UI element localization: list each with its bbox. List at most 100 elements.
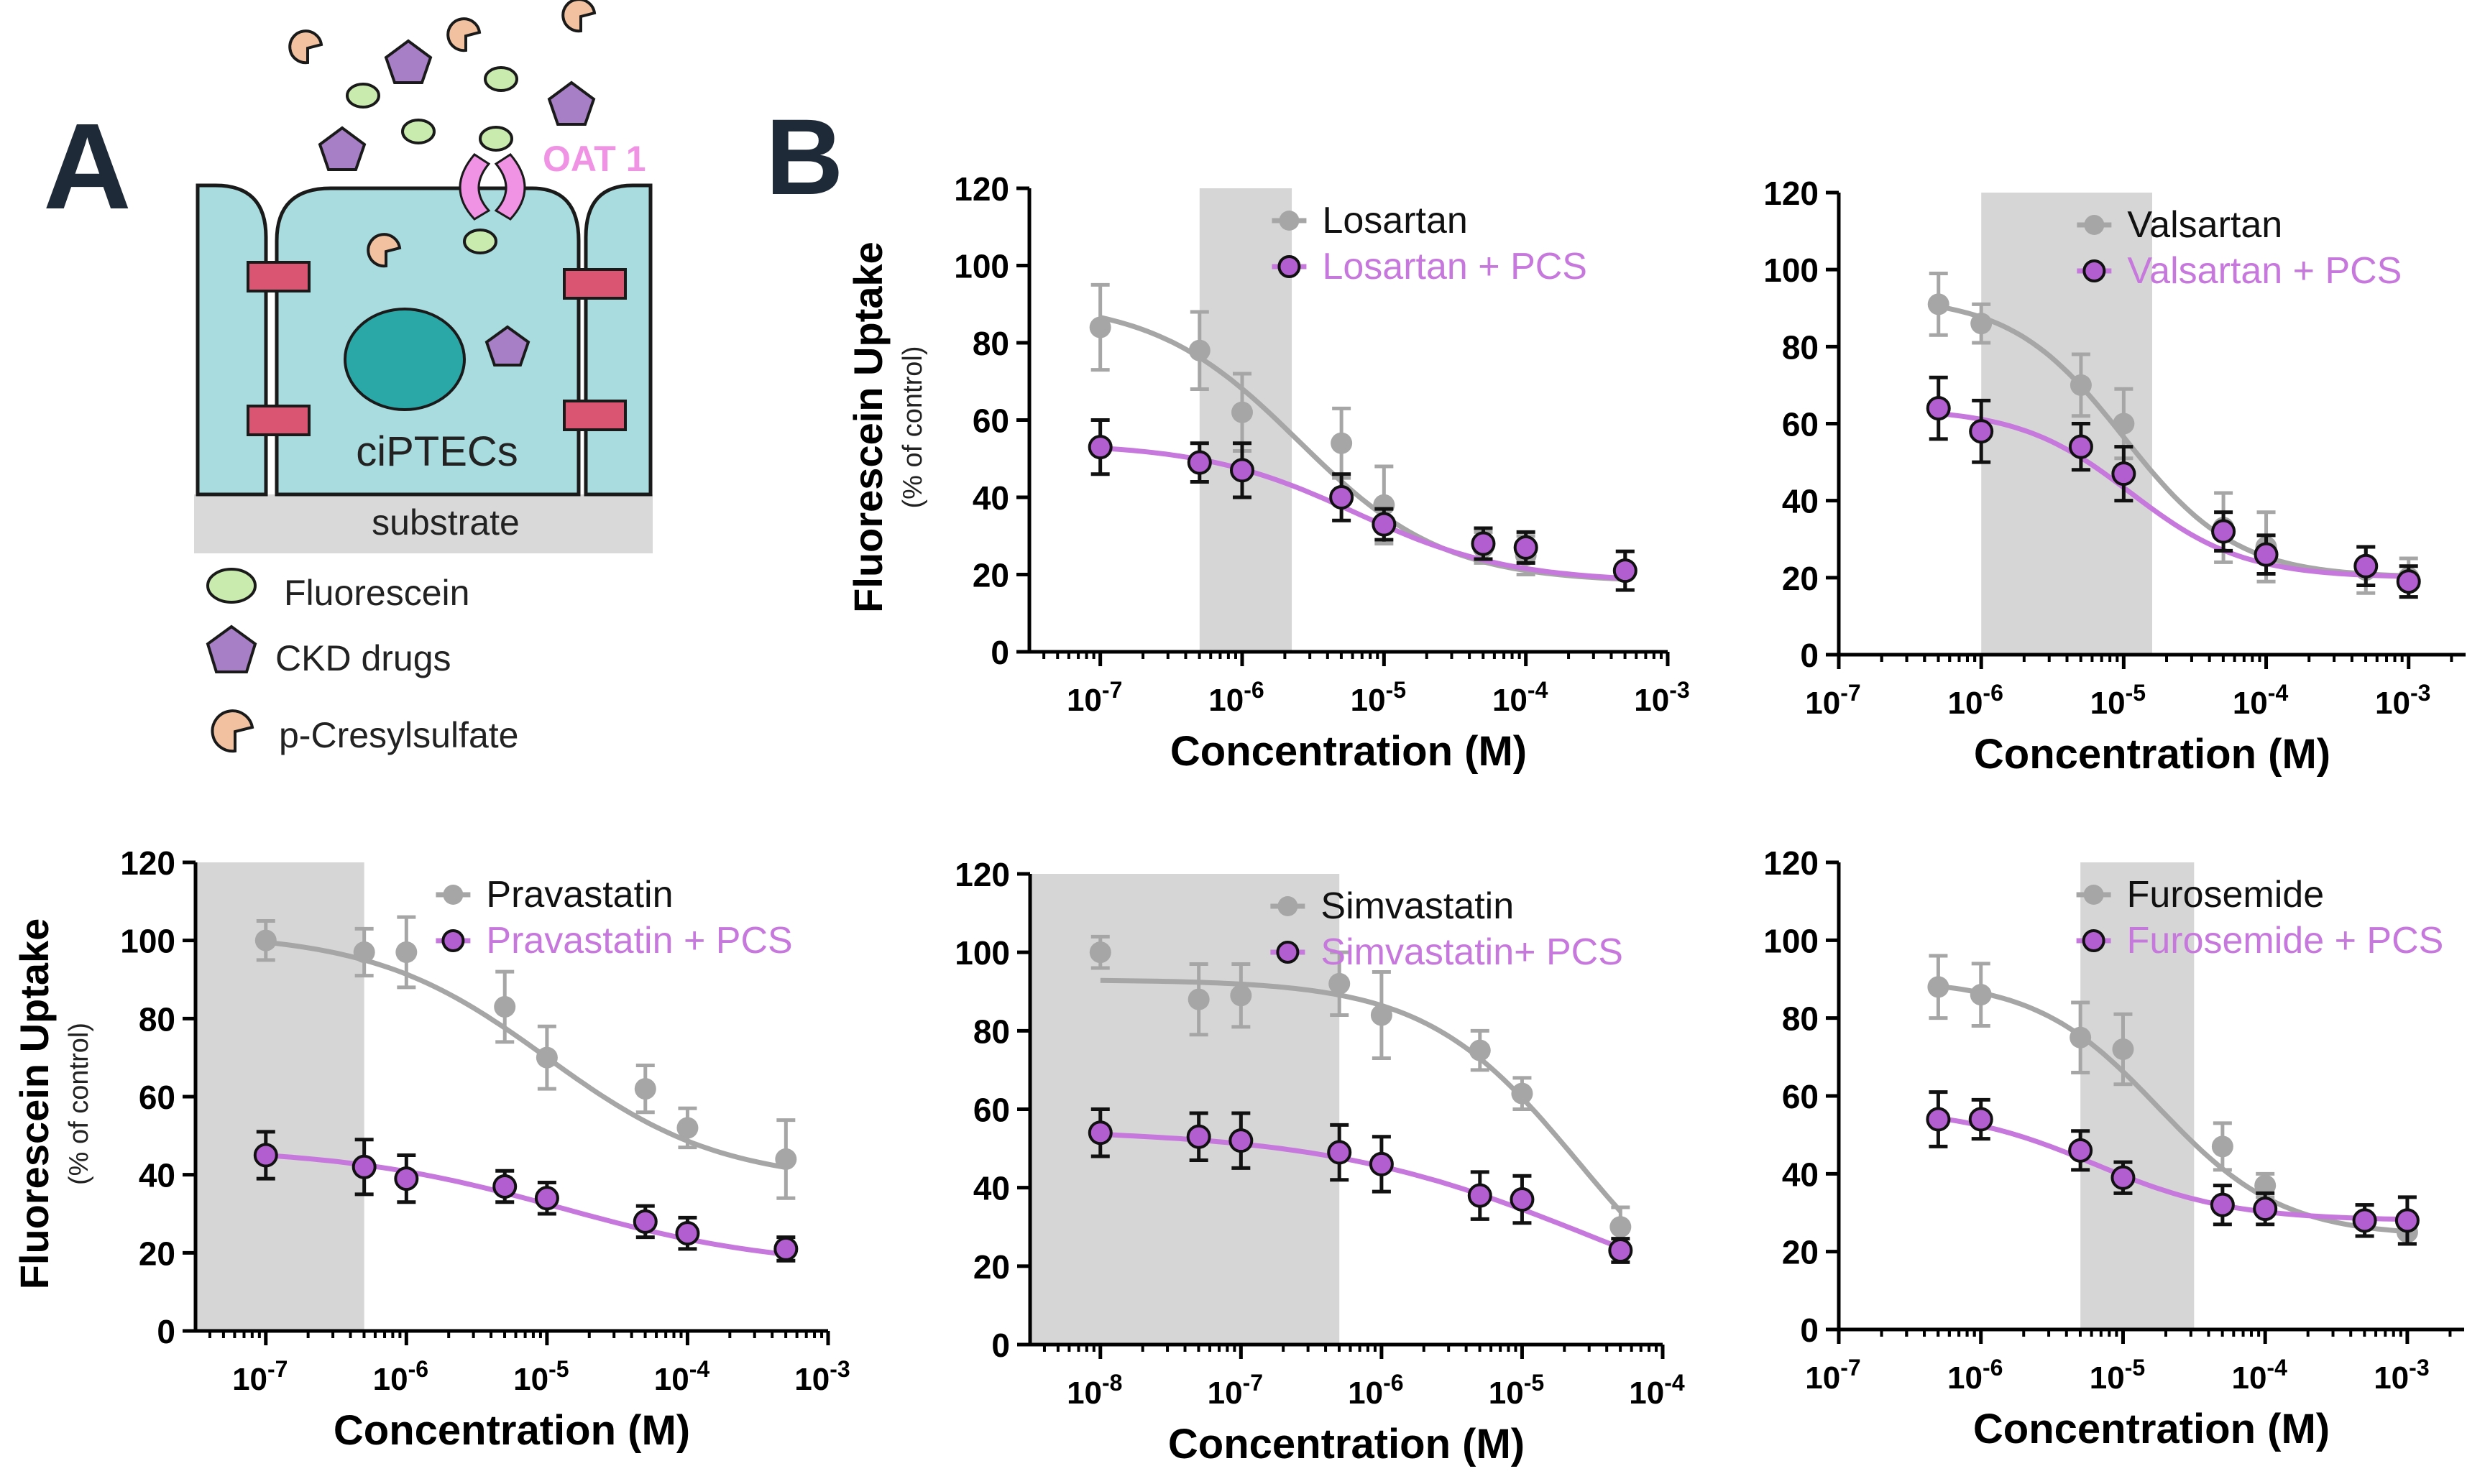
y-tick-label: 0 — [157, 1313, 175, 1350]
x-tick-label: 10-7 — [1805, 680, 1860, 721]
x-axis-title: Concentration (M) — [1974, 731, 2330, 778]
data-point-gray — [1331, 432, 1353, 454]
y-tick-label: 0 — [1800, 637, 1819, 674]
y-tick-label: 120 — [954, 170, 1009, 208]
legend-a-ckd-drugs: CKD drugs — [275, 638, 451, 678]
y-tick-label: 100 — [1763, 922, 1819, 959]
data-point-purple — [2068, 1138, 2093, 1163]
legend-marker — [1276, 941, 1300, 964]
x-tick-label: 10-4 — [1492, 677, 1548, 718]
fluorescein-icon — [479, 126, 513, 152]
data-point-gray — [1970, 984, 1992, 1006]
y-tick-label: 120 — [120, 844, 175, 882]
data-point-gray — [2254, 1174, 2277, 1197]
data-point-gray — [1511, 1082, 1533, 1105]
legend-marker — [1277, 896, 1298, 916]
oat1-transporter-icon — [459, 153, 526, 221]
y-tick-label: 60 — [973, 1092, 1010, 1129]
fluorescein-icon — [484, 66, 518, 92]
chart-simvastatin: 0 20 40 60 80 100 120 10-8 10-7 10-6 10-5 10-4 Conce… — [955, 856, 1685, 1467]
x-tick-label: 10-7 — [232, 1356, 288, 1397]
y-tick-label: 40 — [973, 1170, 1010, 1207]
data-point-gray — [1231, 401, 1253, 423]
legend-marker — [443, 885, 464, 905]
y-axis-title: Fluorescein Uptake — [12, 918, 57, 1290]
data-point-purple — [1467, 1183, 1492, 1208]
cell-label: ciPTECs — [356, 428, 518, 475]
chart-pravastatin: 0 20 40 60 80 100 120 10-7 10-6 10-5 10-4 10-3 Conce… — [12, 844, 850, 1454]
y-tick-label: 20 — [1782, 560, 1819, 597]
data-point-purple — [1228, 1128, 1254, 1153]
data-point-purple — [1327, 1140, 1352, 1165]
p-cresylsulfate-icon — [367, 233, 402, 268]
data-point-gray — [1230, 985, 1252, 1007]
data-point-purple — [1187, 450, 1212, 475]
legend-label: Losartan + PCS — [1322, 246, 1587, 287]
y-tick-label: 20 — [1782, 1234, 1819, 1271]
chart-losartan: 0 20 40 60 80 100 120 10-7 10-6 10-5 10-4 10-3 Conce… — [845, 170, 1690, 775]
data-point-gray — [1188, 339, 1211, 361]
data-point-gray — [1188, 988, 1210, 1010]
data-point-purple — [2352, 1208, 2377, 1233]
fluorescein-icon — [463, 229, 497, 254]
p-cresylsulfate-icon — [561, 0, 597, 33]
y-tick-label: 60 — [1782, 1078, 1819, 1115]
data-point-gray — [1370, 1004, 1392, 1026]
fluorescein-molecules — [346, 66, 518, 254]
legend-label: Pravastatin + PCS — [486, 920, 792, 962]
data-point-gray — [395, 941, 418, 963]
substrate-bar — [194, 494, 653, 553]
data-point-gray — [1927, 293, 1949, 315]
y-tick-label: 100 — [954, 248, 1009, 285]
panel-b-label: B — [766, 96, 843, 217]
data-point-gray — [536, 1046, 558, 1069]
pcs-molecules — [288, 0, 597, 268]
fit-curve-gray — [1100, 977, 1622, 1213]
data-point-purple — [675, 1221, 700, 1246]
x-tick-label: 10-4 — [654, 1356, 710, 1397]
legend-label: Valsartan — [2127, 204, 2282, 246]
substrate-label: substrate — [372, 502, 520, 543]
data-point-purple — [1369, 1151, 1394, 1176]
x-tick-label: 10-5 — [513, 1356, 569, 1397]
y-tick-label: 80 — [1782, 1000, 1819, 1038]
y-axis-title: Fluorescein Uptake — [845, 241, 891, 613]
data-point-gray — [775, 1148, 797, 1170]
oat1-label: OAT 1 — [543, 139, 646, 179]
data-point-purple — [1612, 558, 1637, 584]
data-point-purple — [1230, 458, 1254, 483]
x-tick-label: 10-6 — [1348, 1370, 1403, 1411]
ckd-drug-icon — [384, 39, 433, 84]
data-point-purple — [2396, 569, 2421, 594]
x-tick-label: 10-5 — [2090, 1355, 2145, 1396]
legend-a-fluorescein: Fluorescein — [284, 573, 469, 613]
data-point-purple — [1513, 535, 1538, 560]
y-tick-label: 0 — [991, 1327, 1010, 1364]
data-point-gray — [1469, 1039, 1491, 1061]
ckd-drug-molecules — [318, 39, 596, 367]
y-tick-label: 80 — [139, 1000, 175, 1038]
y-tick-label: 120 — [1763, 844, 1819, 882]
chart-valsartan: 0 20 40 60 80 100 120 10-7 10-6 10-5 10-4 10-3 Conce… — [1763, 175, 2466, 778]
data-point-purple — [2110, 1165, 2136, 1190]
y-tick-label: 40 — [973, 479, 1009, 517]
legend-label: Furosemide — [2127, 874, 2325, 916]
x-axis-title: Concentration (M) — [1170, 728, 1527, 775]
data-point-purple — [2211, 519, 2236, 544]
panel-a-label: A — [43, 98, 132, 235]
data-point-purple — [1088, 1120, 1113, 1146]
x-tick-label: 10-4 — [2231, 1355, 2287, 1396]
neighbor-cell-left — [196, 183, 268, 497]
legend-marker — [1277, 255, 1301, 278]
x-axis-title: Concentration (M) — [1168, 1421, 1525, 1467]
y-tick-label: 100 — [955, 934, 1010, 972]
junction-icon — [247, 261, 311, 292]
y-tick-label: 120 — [1763, 175, 1819, 212]
data-point-gray — [2112, 1038, 2134, 1060]
junction-icon — [563, 268, 627, 300]
y-tick-label: 40 — [1782, 1156, 1819, 1193]
data-point-purple — [2210, 1192, 2235, 1217]
fluorescein-icon — [206, 568, 257, 604]
y-tick-label: 60 — [973, 402, 1009, 440]
p-cresylsulfate-icon — [211, 709, 254, 753]
